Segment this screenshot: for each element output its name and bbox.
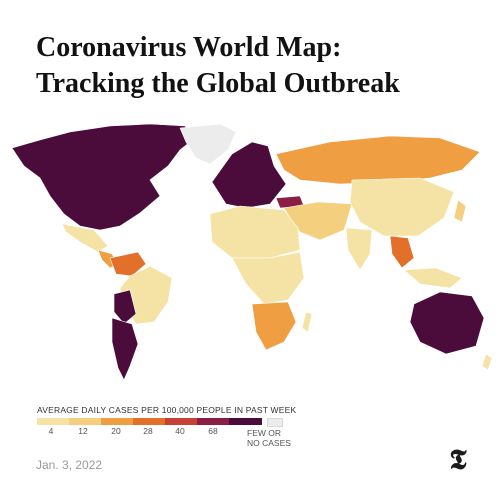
legend-swatch-5 (197, 418, 229, 425)
region-russia[interactable] (275, 135, 481, 185)
region-mexico[interactable] (61, 223, 109, 253)
no-cases-swatch (267, 418, 283, 427)
region-japan[interactable] (453, 199, 467, 223)
region-bolivia[interactable] (113, 289, 137, 325)
page-title: Coronavirus World Map: Tracking the Glob… (36, 30, 476, 102)
legend-tick-1: 12 (78, 426, 88, 436)
region-north-africa[interactable] (209, 205, 301, 259)
region-australia[interactable] (409, 291, 485, 355)
legend-swatch-3 (133, 418, 165, 425)
region-north-america[interactable] (11, 123, 196, 231)
region-europe[interactable] (211, 141, 287, 209)
world-map[interactable] (0, 118, 500, 393)
region-new-zealand[interactable] (481, 353, 493, 371)
legend-tick-2: 20 (111, 426, 121, 436)
legend-tick-0: 4 (48, 426, 54, 436)
region-madagascar[interactable] (301, 311, 313, 333)
no-cases-label-line-2: NO CASES (247, 438, 291, 448)
no-cases-label-line-1: FEW OR (247, 428, 281, 438)
legend-swatch-2 (101, 418, 133, 425)
legend-tick-5: 68 (208, 426, 218, 436)
legend-swatch-1 (69, 418, 101, 425)
region-northern-south-america[interactable] (109, 251, 147, 277)
region-southern-africa[interactable] (251, 301, 297, 351)
publish-date: Jan. 3, 2022 (36, 458, 103, 472)
region-east-asia[interactable] (349, 177, 455, 237)
legend-ticks: 4 12 20 28 40 68 (37, 426, 277, 440)
region-greenland[interactable] (179, 123, 237, 165)
title-line-2: Tracking the Global Outbreak (36, 68, 400, 99)
legend-tick-3: 28 (143, 426, 153, 436)
region-southern-cone[interactable] (111, 317, 139, 381)
region-maritime-asia[interactable] (403, 267, 463, 289)
legend-swatch-4 (165, 418, 197, 425)
legend-swatch-0 (37, 418, 69, 425)
region-india[interactable] (345, 227, 373, 271)
legend-color-bar (37, 418, 262, 425)
legend-swatch-6 (229, 418, 262, 425)
region-southeast-asia[interactable] (389, 235, 415, 269)
legend-title: AVERAGE DAILY CASES PER 100,000 PEOPLE I… (37, 405, 297, 415)
no-cases-label: FEW OR NO CASES (247, 428, 307, 448)
title-line-1: Coronavirus World Map: (36, 32, 342, 63)
legend-tick-4: 40 (175, 426, 185, 436)
nyt-logo-icon[interactable]: 𝕿 (449, 445, 467, 476)
region-central-africa[interactable] (231, 251, 305, 305)
